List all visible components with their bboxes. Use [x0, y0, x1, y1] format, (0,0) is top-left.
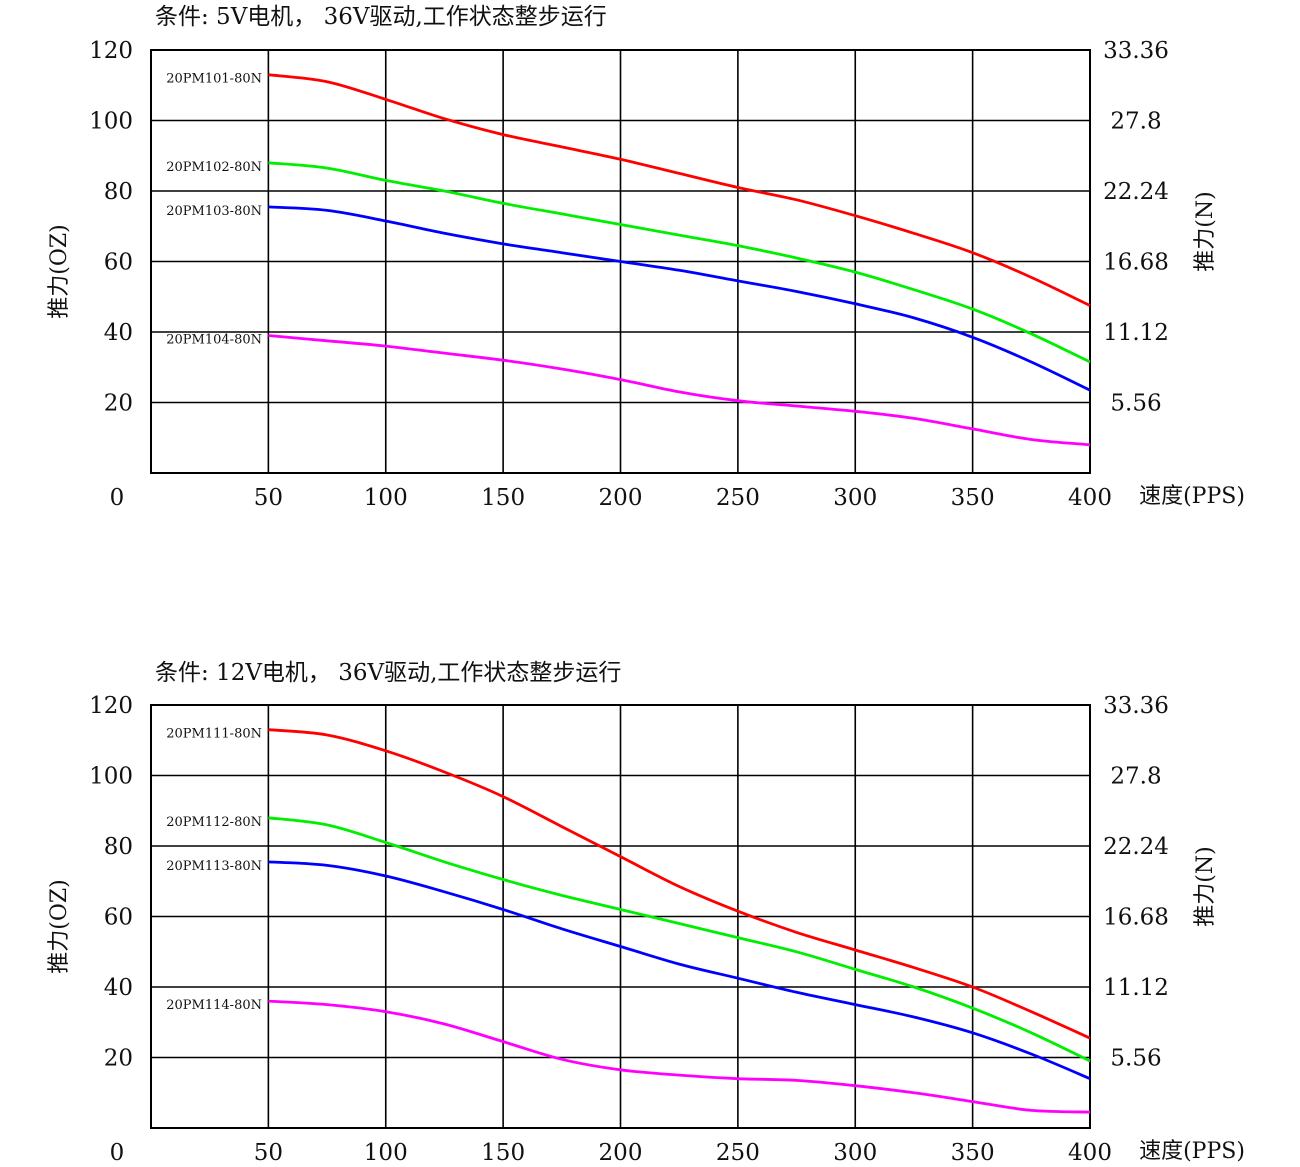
y2-tick-label: 27.8: [1110, 764, 1161, 790]
series-line-20pm112-80n: [268, 816, 1091, 1063]
plot-frame: [150, 704, 1091, 1129]
series-label: 20PM103-80N: [166, 204, 262, 219]
series-label: 20PM112-80N: [166, 815, 262, 830]
series-label: 20PM101-80N: [166, 72, 262, 87]
y2-tick-label: 11.12: [1103, 320, 1169, 346]
y-tick-label: 80: [104, 834, 133, 860]
x-tick-label: 0: [110, 1140, 125, 1166]
series-label: 20PM111-80N: [166, 727, 262, 742]
x-tick-label: 300: [833, 485, 877, 511]
series-label: 20PM113-80N: [166, 859, 262, 874]
chart-condition: 条件: 5V电机， 36V驱动,工作状态整步运行: [155, 4, 607, 30]
y-axis-label: 推力(OZ): [47, 879, 72, 974]
y2-tick-label: 11.12: [1103, 975, 1169, 1001]
y-axis-label: 推力(OZ): [47, 224, 72, 319]
series-line-20pm101-80n: [268, 73, 1091, 307]
y2-tick-label: 16.68: [1103, 250, 1169, 276]
chart-5v-motor: 条件: 5V电机， 36V驱动,工作状态整步运行 20 40 60 80 100 120 5.…: [47, 4, 1245, 511]
y-tick-label: 20: [104, 1046, 133, 1072]
x-axis-label: 速度(PPS): [1139, 1139, 1245, 1164]
series-line-20pm111-80n: [268, 728, 1091, 1040]
y2-tick-label: 5.56: [1110, 1046, 1161, 1072]
x-tick-label: 200: [599, 485, 643, 511]
series-line-20pm103-80n: [268, 205, 1091, 392]
x-tick-label: 400: [1068, 485, 1112, 511]
series-line-20pm104-80n: [268, 334, 1091, 447]
x-tick-label: 200: [599, 1140, 643, 1166]
y2-tick-label: 16.68: [1103, 905, 1169, 931]
x-tick-label: 250: [716, 485, 760, 511]
x-tick-label: 350: [951, 1140, 995, 1166]
series-label: 20PM104-80N: [166, 333, 262, 348]
y-tick-label: 100: [89, 764, 133, 790]
y-tick-label: 40: [104, 320, 133, 346]
y-tick-label: 60: [104, 250, 133, 276]
grid: [151, 50, 1090, 473]
y2-tick-label: 33.36: [1103, 38, 1169, 64]
chart-12v-motor: 条件: 12V电机， 36V驱动,工作状态整步运行 20 40 60 80 100 120 5…: [47, 660, 1245, 1166]
x-tick-label: 150: [481, 1140, 525, 1166]
x-tick-label: 250: [716, 1140, 760, 1166]
x-tick-label: 300: [833, 1140, 877, 1166]
x-tick-label: 0: [110, 485, 125, 511]
y-tick-label: 100: [89, 109, 133, 135]
y2-tick-label: 22.24: [1103, 834, 1169, 860]
x-tick-label: 400: [1068, 1140, 1112, 1166]
series-label: 20PM102-80N: [166, 160, 262, 175]
chart-condition: 条件: 12V电机， 36V驱动,工作状态整步运行: [155, 660, 621, 686]
x-tick-label: 100: [364, 1140, 408, 1166]
y-tick-label: 120: [89, 38, 133, 64]
series-label: 20PM114-80N: [166, 998, 262, 1013]
series-line-20pm102-80n: [268, 161, 1091, 364]
y2-axis-label: 推力(N): [1193, 191, 1218, 271]
series-line-20pm113-80n: [268, 860, 1091, 1080]
y2-tick-label: 22.24: [1103, 179, 1169, 205]
series-line-20pm114-80n: [268, 999, 1091, 1114]
y2-tick-label: 27.8: [1110, 109, 1161, 135]
y-tick-label: 120: [89, 693, 133, 719]
plot-frame: [150, 49, 1091, 474]
x-tick-label: 150: [481, 485, 525, 511]
y2-axis-label: 推力(N): [1193, 846, 1218, 926]
x-tick-label: 50: [254, 1140, 283, 1166]
y2-tick-label: 33.36: [1103, 693, 1169, 719]
y2-tick-label: 5.56: [1110, 391, 1161, 417]
x-tick-label: 350: [951, 485, 995, 511]
y-tick-label: 40: [104, 975, 133, 1001]
x-tick-label: 100: [364, 485, 408, 511]
x-axis-label: 速度(PPS): [1139, 484, 1245, 509]
y-tick-label: 60: [104, 905, 133, 931]
grid: [151, 705, 1090, 1128]
y-tick-label: 20: [104, 391, 133, 417]
x-tick-label: 50: [254, 485, 283, 511]
y-tick-label: 80: [104, 179, 133, 205]
